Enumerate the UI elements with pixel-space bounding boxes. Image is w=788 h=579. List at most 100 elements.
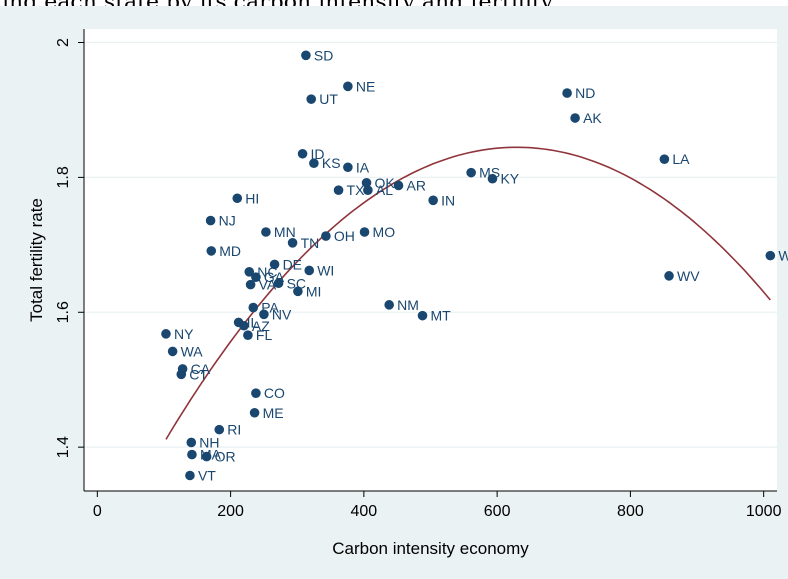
data-point — [384, 300, 394, 310]
point-label: KS — [322, 155, 341, 171]
point-label: NJ — [219, 213, 236, 229]
point-label: OR — [215, 449, 236, 465]
data-point — [309, 158, 319, 169]
point-label: NY — [174, 326, 194, 342]
data-point — [259, 309, 269, 320]
data-point — [186, 437, 197, 448]
point-label: LA — [672, 151, 690, 167]
data-point — [214, 424, 225, 435]
x-tick-label: 0 — [93, 503, 102, 520]
point-label: MN — [274, 224, 296, 240]
point-label: HI — [245, 190, 259, 206]
data-point — [659, 154, 670, 164]
point-label: OK — [375, 175, 396, 191]
data-point — [321, 231, 331, 241]
data-point — [206, 246, 217, 256]
point-label: AR — [407, 177, 426, 193]
x-tick-label: 600 — [484, 503, 511, 520]
data-point — [273, 278, 284, 289]
data-point — [176, 369, 187, 380]
data-point — [361, 177, 372, 188]
y-tick-label: 1.6 — [55, 301, 72, 323]
data-point — [232, 193, 243, 204]
point-label: ND — [575, 85, 595, 101]
data-point — [363, 185, 373, 195]
data-point — [244, 267, 255, 277]
point-label: OH — [334, 228, 355, 244]
data-point — [562, 88, 572, 98]
point-label: CO — [264, 385, 285, 401]
data-point — [466, 167, 476, 178]
scatter-chart: 0 200 400 600 800 1000 1.4 1.6 1.8 2 Carbon intens… — [27, 29, 788, 558]
point-label: NM — [397, 297, 419, 313]
data-point — [765, 250, 776, 261]
data-point — [161, 329, 171, 339]
point-label: CA — [191, 361, 211, 377]
chart-frame: 0 200 400 600 800 1000 1.4 1.6 1.8 2 Carbon intens… — [0, 6, 788, 579]
point-label: DE — [283, 256, 302, 272]
point-label: WA — [181, 343, 204, 359]
data-point — [570, 113, 580, 123]
data-point — [304, 265, 315, 276]
point-label: MD — [219, 243, 241, 259]
point-label: FL — [256, 327, 273, 343]
data-point — [243, 330, 253, 341]
data-point — [205, 215, 216, 226]
point-label: WV — [677, 268, 700, 284]
point-label: NC — [257, 264, 277, 280]
data-point — [239, 320, 249, 331]
data-point — [343, 81, 353, 92]
point-label: TN — [301, 235, 320, 251]
y-axis-title: Total fertility rate — [27, 198, 46, 322]
point-label: WY — [778, 248, 788, 264]
point-label: RI — [227, 422, 241, 438]
data-point — [251, 388, 261, 399]
data-point — [245, 279, 256, 290]
point-label: VT — [198, 467, 216, 483]
data-point — [249, 407, 260, 418]
point-label: NV — [272, 306, 292, 322]
point-label: TX — [347, 182, 366, 198]
data-point — [664, 271, 674, 281]
data-point — [201, 451, 212, 462]
x-tick-label: 200 — [217, 503, 244, 520]
x-tick-label: 1000 — [746, 503, 782, 520]
data-point — [248, 302, 259, 313]
point-label: CT — [189, 366, 208, 382]
point-label: VA — [259, 277, 277, 293]
x-axis-title: Carbon intensity economy — [332, 539, 529, 558]
point-label: IA — [356, 159, 370, 175]
data-point — [261, 227, 271, 237]
y-tick-label: 2 — [55, 38, 72, 47]
y-tick-label: 1.8 — [55, 166, 72, 188]
x-tick-label: 400 — [351, 503, 378, 520]
point-label: AZ — [252, 318, 270, 334]
data-point — [287, 238, 298, 248]
data-point — [301, 50, 311, 61]
x-tick-label: 800 — [617, 503, 644, 520]
data-point — [297, 148, 308, 159]
point-label: IN — [441, 192, 455, 208]
point-label: MI — [306, 283, 322, 299]
y-tick-label: 1.4 — [55, 436, 72, 458]
point-label: NH — [199, 434, 219, 450]
point-label: AL — [376, 182, 393, 198]
data-point — [343, 162, 353, 173]
point-label: NE — [356, 78, 375, 94]
plot-area — [84, 29, 777, 491]
point-label: ID — [311, 146, 325, 162]
data-point — [359, 227, 370, 237]
point-label: UT — [319, 91, 338, 107]
point-label: MT — [431, 308, 452, 324]
data-point — [417, 310, 428, 321]
data-point — [269, 259, 280, 270]
point-label: KY — [500, 171, 519, 187]
point-label: MO — [373, 224, 396, 240]
point-label: ME — [263, 405, 284, 421]
fit-line — [165, 146, 771, 440]
data-point — [393, 180, 404, 191]
data-point — [251, 272, 261, 282]
data-point — [487, 173, 498, 184]
data-point — [306, 94, 317, 104]
point-label: SC — [287, 275, 306, 291]
